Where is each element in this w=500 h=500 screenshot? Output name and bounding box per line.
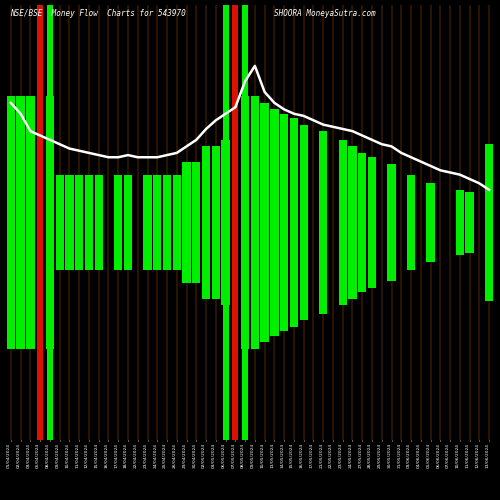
Bar	[56, 222, 64, 270]
Bar	[212, 146, 220, 222]
Bar	[260, 222, 269, 342]
Bar	[153, 174, 162, 222]
Bar	[222, 222, 230, 305]
Bar	[426, 222, 434, 262]
Bar	[75, 222, 84, 270]
Bar	[192, 222, 200, 284]
Bar	[222, 0, 228, 222]
Bar	[144, 222, 152, 270]
Bar	[348, 146, 356, 222]
Bar	[124, 222, 132, 270]
Bar	[85, 222, 93, 270]
Bar	[250, 96, 259, 222]
Text: SHOORA MoneyaSutra.com: SHOORA MoneyaSutra.com	[274, 10, 376, 18]
Bar	[338, 140, 347, 222]
Bar	[232, 0, 238, 222]
Bar	[426, 184, 434, 222]
Bar	[300, 124, 308, 222]
Bar	[37, 0, 43, 222]
Bar	[46, 96, 54, 222]
Bar	[192, 162, 200, 222]
Bar	[319, 131, 328, 222]
Bar	[242, 222, 248, 500]
Bar	[407, 174, 415, 222]
Bar	[26, 222, 34, 348]
Bar	[290, 118, 298, 222]
Bar	[358, 153, 366, 222]
Bar	[348, 222, 356, 298]
Bar	[163, 174, 171, 222]
Bar	[456, 190, 464, 222]
Bar	[47, 0, 53, 222]
Bar	[47, 222, 53, 500]
Bar	[66, 222, 74, 270]
Bar	[16, 96, 25, 222]
Bar	[485, 222, 494, 301]
Bar	[114, 222, 122, 270]
Bar	[212, 222, 220, 298]
Bar	[114, 174, 122, 222]
Bar	[182, 222, 190, 284]
Bar	[182, 162, 190, 222]
Bar	[56, 174, 64, 222]
Bar	[85, 174, 93, 222]
Bar	[485, 144, 494, 222]
Bar	[222, 222, 228, 500]
Bar	[270, 222, 278, 336]
Bar	[163, 222, 171, 270]
Bar	[124, 174, 132, 222]
Bar	[46, 222, 54, 348]
Bar	[358, 222, 366, 292]
Bar	[172, 222, 181, 270]
Bar	[75, 174, 84, 222]
Bar	[456, 222, 464, 255]
Bar	[368, 157, 376, 222]
Bar	[241, 222, 250, 348]
Bar	[153, 222, 162, 270]
Bar	[319, 222, 328, 314]
Bar	[37, 222, 43, 500]
Bar	[388, 222, 396, 281]
Bar	[202, 222, 210, 298]
Bar	[222, 140, 230, 222]
Bar	[16, 222, 25, 348]
Bar	[94, 174, 103, 222]
Bar	[172, 174, 181, 222]
Bar	[270, 110, 278, 222]
Bar	[6, 96, 15, 222]
Bar	[466, 222, 474, 253]
Bar	[280, 222, 288, 331]
Bar	[250, 222, 259, 348]
Bar	[94, 222, 103, 270]
Bar	[202, 146, 210, 222]
Text: NSE/BSE  Money Flow  Charts for 543970: NSE/BSE Money Flow Charts for 543970	[10, 10, 186, 18]
Bar	[368, 222, 376, 288]
Bar	[338, 222, 347, 305]
Bar	[232, 222, 238, 500]
Bar	[290, 222, 298, 327]
Bar	[66, 174, 74, 222]
Bar	[466, 192, 474, 222]
Bar	[300, 222, 308, 320]
Bar	[26, 96, 34, 222]
Bar	[6, 222, 15, 348]
Bar	[144, 174, 152, 222]
Bar	[242, 0, 248, 222]
Bar	[388, 164, 396, 222]
Bar	[280, 114, 288, 222]
Bar	[407, 222, 415, 270]
Bar	[260, 103, 269, 222]
Bar	[241, 96, 250, 222]
